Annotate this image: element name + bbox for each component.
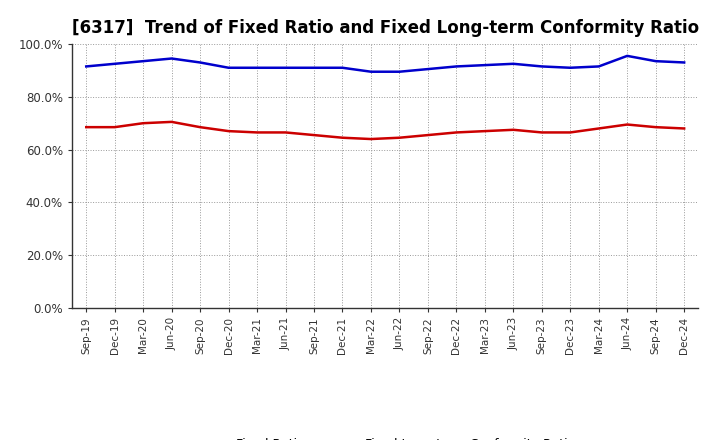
Fixed Ratio	[566, 65, 575, 70]
Fixed Ratio	[452, 64, 461, 69]
Fixed Long-term Conformity Ratio	[225, 128, 233, 134]
Fixed Long-term Conformity Ratio	[537, 130, 546, 135]
Fixed Long-term Conformity Ratio	[680, 126, 688, 131]
Fixed Long-term Conformity Ratio	[82, 125, 91, 130]
Line: Fixed Ratio: Fixed Ratio	[86, 56, 684, 72]
Title: [6317]  Trend of Fixed Ratio and Fixed Long-term Conformity Ratio: [6317] Trend of Fixed Ratio and Fixed Lo…	[71, 19, 699, 37]
Legend: Fixed Ratio, Fixed Long-term Conformity Ratio: Fixed Ratio, Fixed Long-term Conformity …	[190, 433, 580, 440]
Fixed Long-term Conformity Ratio	[139, 121, 148, 126]
Fixed Ratio	[253, 65, 261, 70]
Fixed Long-term Conformity Ratio	[338, 135, 347, 140]
Fixed Long-term Conformity Ratio	[452, 130, 461, 135]
Fixed Long-term Conformity Ratio	[282, 130, 290, 135]
Fixed Long-term Conformity Ratio	[509, 127, 518, 132]
Fixed Ratio	[509, 61, 518, 66]
Fixed Long-term Conformity Ratio	[623, 122, 631, 127]
Fixed Long-term Conformity Ratio	[310, 132, 318, 138]
Fixed Long-term Conformity Ratio	[196, 125, 204, 130]
Fixed Long-term Conformity Ratio	[395, 135, 404, 140]
Fixed Ratio	[395, 69, 404, 74]
Fixed Long-term Conformity Ratio	[167, 119, 176, 125]
Fixed Long-term Conformity Ratio	[110, 125, 119, 130]
Fixed Ratio	[652, 59, 660, 64]
Fixed Long-term Conformity Ratio	[366, 136, 375, 142]
Fixed Ratio	[282, 65, 290, 70]
Fixed Ratio	[110, 61, 119, 66]
Fixed Long-term Conformity Ratio	[566, 130, 575, 135]
Fixed Ratio	[167, 56, 176, 61]
Line: Fixed Long-term Conformity Ratio: Fixed Long-term Conformity Ratio	[86, 122, 684, 139]
Fixed Ratio	[423, 66, 432, 72]
Fixed Ratio	[537, 64, 546, 69]
Fixed Long-term Conformity Ratio	[423, 132, 432, 138]
Fixed Ratio	[338, 65, 347, 70]
Fixed Ratio	[139, 59, 148, 64]
Fixed Long-term Conformity Ratio	[480, 128, 489, 134]
Fixed Ratio	[82, 64, 91, 69]
Fixed Long-term Conformity Ratio	[253, 130, 261, 135]
Fixed Ratio	[310, 65, 318, 70]
Fixed Ratio	[196, 60, 204, 65]
Fixed Ratio	[225, 65, 233, 70]
Fixed Ratio	[623, 53, 631, 59]
Fixed Ratio	[480, 62, 489, 68]
Fixed Long-term Conformity Ratio	[595, 126, 603, 131]
Fixed Ratio	[366, 69, 375, 74]
Fixed Long-term Conformity Ratio	[652, 125, 660, 130]
Fixed Ratio	[680, 60, 688, 65]
Fixed Ratio	[595, 64, 603, 69]
